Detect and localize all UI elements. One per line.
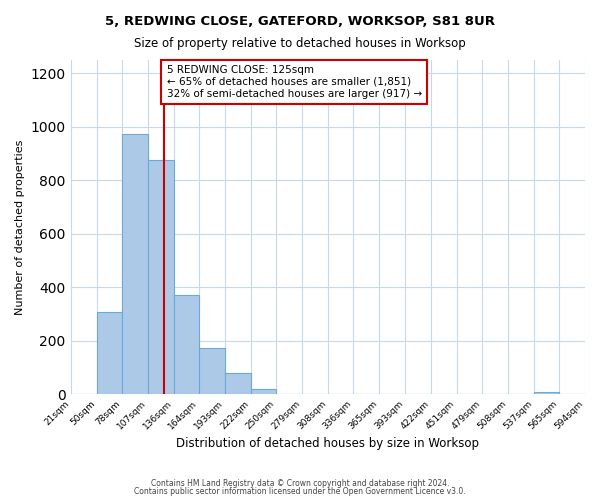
Text: Size of property relative to detached houses in Worksop: Size of property relative to detached ho… [134,38,466,51]
Bar [534,392,559,394]
Bar [97,312,122,394]
Bar [251,389,276,394]
Text: 5 REDWING CLOSE: 125sqm
← 65% of detached houses are smaller (1,851)
32% of semi: 5 REDWING CLOSE: 125sqm ← 65% of detache… [167,66,422,98]
Text: Contains public sector information licensed under the Open Government Licence v3: Contains public sector information licen… [134,487,466,496]
Bar [148,160,174,394]
X-axis label: Distribution of detached houses by size in Worksop: Distribution of detached houses by size … [176,437,479,450]
Text: 5, REDWING CLOSE, GATEFORD, WORKSOP, S81 8UR: 5, REDWING CLOSE, GATEFORD, WORKSOP, S81… [105,15,495,28]
Bar [225,373,251,394]
Y-axis label: Number of detached properties: Number of detached properties [15,140,25,315]
Text: Contains HM Land Registry data © Crown copyright and database right 2024.: Contains HM Land Registry data © Crown c… [151,478,449,488]
Bar [122,134,148,394]
Bar [199,348,225,395]
Bar [174,296,199,394]
